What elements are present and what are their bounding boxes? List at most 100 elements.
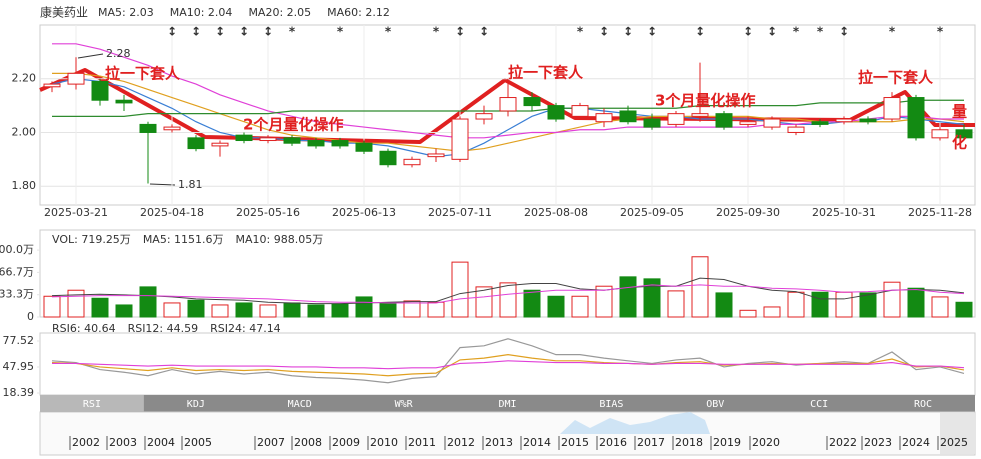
legend-entry: MA60: 2.12 <box>327 6 390 19</box>
volume-bar <box>835 291 853 318</box>
indicator-tab[interactable]: MACD <box>288 399 312 410</box>
volume-bar <box>163 302 181 318</box>
annotation: 化 <box>952 134 967 152</box>
x-tick-label: 2025-11-28 <box>908 206 972 219</box>
candle-body <box>955 129 973 139</box>
year-label: 2024 <box>902 436 930 449</box>
year-label: 2003 <box>109 436 137 449</box>
indicator-tab[interactable]: KDJ <box>187 399 205 410</box>
year-label: 2007 <box>257 436 285 449</box>
candle-body <box>595 113 613 123</box>
low-pointer <box>149 183 176 186</box>
event-marker: * <box>433 25 440 39</box>
y-tick-label: 2.20 <box>12 72 37 85</box>
volume-bar <box>115 304 133 318</box>
year-label: 2015 <box>561 436 589 449</box>
volume-bar <box>355 296 373 318</box>
year-label: 2013 <box>485 436 513 449</box>
indicator-tab[interactable]: W%R <box>395 399 414 410</box>
x-tick-label: 2025-09-05 <box>620 206 684 219</box>
candle-body <box>403 158 421 166</box>
volume-bar <box>571 295 589 318</box>
year-label: 2019 <box>713 436 741 449</box>
volume-legend: MA10: 988.05万 <box>236 233 324 246</box>
y-tick-label: 77.52 <box>3 334 35 347</box>
event-marker: * <box>793 25 800 39</box>
y-tick-label: 2.00 <box>12 125 37 138</box>
candle-body <box>907 97 925 139</box>
event-marker: ↕ <box>455 25 465 39</box>
x-tick-label: 2025-09-30 <box>716 206 780 219</box>
candle-body <box>259 137 277 142</box>
volume-bar <box>595 285 613 318</box>
high-label: 2.28 <box>106 47 131 60</box>
year-label: 2016 <box>599 436 627 449</box>
volume-bar <box>331 303 349 318</box>
event-marker: * <box>337 25 344 39</box>
candle-body <box>835 118 853 123</box>
volume-ma-line <box>51 277 965 305</box>
indicator-tab[interactable]: CCI <box>810 399 828 410</box>
low-label: 1.81 <box>178 178 203 191</box>
x-tick-label: 2025-10-31 <box>812 206 876 219</box>
candle-body <box>499 97 517 112</box>
indicator-tab[interactable]: DMI <box>498 399 516 410</box>
event-marker: ↕ <box>743 25 753 39</box>
candle-body <box>67 72 85 85</box>
volume-bar <box>643 278 661 318</box>
timeline-slider[interactable] <box>940 413 975 454</box>
candle-body <box>811 121 829 125</box>
indicator-tab[interactable]: ROC <box>914 399 932 410</box>
year-label: 2005 <box>184 436 212 449</box>
candle-body <box>379 150 397 166</box>
y-tick-label: 0 <box>27 310 34 323</box>
indicator-tab[interactable]: RSI <box>83 399 101 410</box>
event-marker: ↕ <box>839 25 849 39</box>
candle-body <box>235 134 253 142</box>
legend-entry: MA20: 2.05 <box>248 6 311 19</box>
event-marker: * <box>817 25 824 39</box>
volume-legend: MA5: 1151.6万 <box>143 233 224 246</box>
annotation: 2个月量化操作 <box>243 116 343 134</box>
volume-bar <box>283 302 301 318</box>
annotation: 3个月量化操作 <box>655 92 755 110</box>
event-marker: ↕ <box>599 25 609 39</box>
timeline-area <box>560 412 710 434</box>
year-label: 2025 <box>940 436 968 449</box>
volume-bar <box>235 302 253 318</box>
volume-bar <box>499 282 517 318</box>
candle-body <box>643 118 661 128</box>
volume-bar <box>931 296 949 318</box>
annotation: 拉一下套人 <box>508 64 584 82</box>
y-tick-label: 33.3万 <box>0 288 34 301</box>
legend-entry: MA5: 2.03 <box>98 6 154 19</box>
candle-body <box>187 137 205 150</box>
candle-body <box>619 110 637 123</box>
event-marker: ↕ <box>647 25 657 39</box>
candle-body <box>427 153 445 158</box>
event-marker: ↕ <box>479 25 489 39</box>
year-label: 2011 <box>408 436 436 449</box>
candle-body <box>163 126 181 131</box>
indicator-tab[interactable]: BIAS <box>599 399 623 410</box>
volume-bar <box>475 286 493 318</box>
volume-bar <box>883 281 901 318</box>
rsi-legend: RSI12: 44.59 <box>128 322 199 335</box>
indicator-tab[interactable]: OBV <box>706 399 724 410</box>
candle-body <box>355 142 373 152</box>
candle-body <box>787 126 805 133</box>
volume-bar <box>619 276 637 318</box>
event-marker: ↕ <box>167 25 177 39</box>
y-tick-label: 1.80 <box>12 179 37 192</box>
volume-bar <box>907 287 925 318</box>
timeline <box>39 411 976 456</box>
event-marker: ↕ <box>191 25 201 39</box>
event-marker: * <box>577 25 584 39</box>
stock-name: 康美药业 <box>40 5 88 20</box>
candle-body <box>667 113 685 125</box>
candle-body <box>283 137 301 144</box>
tab-active <box>40 395 144 412</box>
volume-bar <box>379 302 397 318</box>
candle-body <box>307 140 325 147</box>
